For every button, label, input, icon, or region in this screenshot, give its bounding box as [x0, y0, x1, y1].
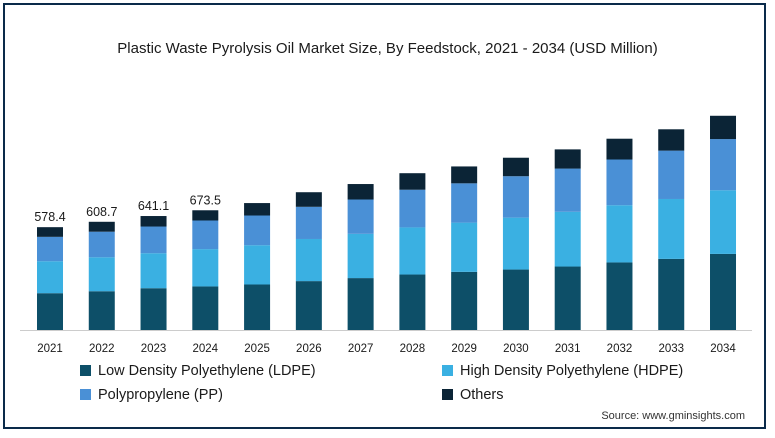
bar-segment-2024-s1 — [192, 249, 219, 287]
x-tick-label-2034: 2034 — [710, 343, 736, 355]
legend-ldpe: Low Density Polyethylene (LDPE) — [80, 363, 316, 379]
bar-segment-2030-s0 — [502, 269, 529, 330]
x-tick-label-2023: 2023 — [141, 343, 167, 355]
x-tick-label-2028: 2028 — [400, 343, 426, 355]
total-label-2021: 578.4 — [34, 210, 65, 224]
bar-segment-2021-s1 — [37, 261, 63, 294]
source-note: Source: www.gminsights.com — [601, 410, 745, 422]
bar-segment-2021-s2 — [37, 236, 63, 262]
bar-segment-2030-s3 — [502, 157, 529, 177]
bar-segment-2033-s2 — [658, 150, 685, 199]
bar-segment-2023-s1 — [140, 253, 167, 289]
bar-segment-2026-s2 — [295, 206, 322, 239]
bar-segment-2031-s1 — [554, 211, 581, 267]
legend-pp-label: Polypropylene (PP) — [98, 387, 223, 403]
bar-segment-2030-s1 — [502, 217, 529, 270]
bar-segment-2028-s3 — [399, 173, 426, 190]
legend-hdpe: High Density Polyethylene (HDPE) — [442, 363, 683, 379]
bar-segment-2033-s1 — [658, 198, 685, 259]
bar-segment-2025-s1 — [244, 245, 271, 285]
bar-segment-2028-s2 — [399, 189, 426, 228]
bar-segment-2028-s1 — [399, 227, 426, 275]
bar-segment-2021-s3 — [37, 227, 63, 237]
bar-segment-2027-s0 — [347, 278, 374, 330]
x-tick-label-2027: 2027 — [348, 343, 374, 355]
bar-segment-2026-s3 — [295, 192, 322, 207]
bar-segment-2024-s0 — [192, 286, 219, 330]
x-tick-label-2021: 2021 — [37, 343, 63, 355]
bar-segment-2029-s3 — [451, 166, 478, 184]
bar-segment-2034-s1 — [710, 190, 737, 254]
total-label-2022: 608.7 — [86, 205, 117, 219]
bar-segment-2029-s1 — [451, 222, 478, 272]
bar-segment-2022-s1 — [88, 257, 115, 292]
bar-segment-2025-s3 — [244, 203, 271, 216]
bar-segment-2032-s1 — [606, 205, 633, 263]
legend-pp: Polypropylene (PP) — [80, 387, 223, 403]
chart-title: Plastic Waste Pyrolysis Oil Market Size,… — [117, 40, 658, 57]
bar-segment-2023-s0 — [140, 288, 167, 330]
x-tick-label-2026: 2026 — [296, 343, 322, 355]
bar-segment-2032-s3 — [606, 138, 633, 160]
legend-pp-swatch — [80, 389, 91, 400]
chart-frame — [3, 3, 766, 429]
legend-others-label: Others — [460, 387, 504, 403]
bar-segment-2034-s2 — [710, 139, 737, 191]
bar-segment-2029-s2 — [451, 183, 478, 223]
x-tick-label-2029: 2029 — [451, 343, 477, 355]
bar-segment-2024-s2 — [192, 220, 219, 250]
legend-hdpe-label: High Density Polyethylene (HDPE) — [460, 363, 684, 379]
legend-ldpe-label: Low Density Polyethylene (LDPE) — [98, 363, 316, 379]
x-tick-label-2030: 2030 — [503, 343, 529, 355]
bar-segment-2022-s2 — [88, 231, 115, 258]
bar-segment-2031-s0 — [554, 266, 581, 330]
bar-segment-2031-s2 — [554, 168, 581, 212]
bar-segment-2023-s3 — [140, 216, 167, 227]
x-tick-label-2022: 2022 — [89, 343, 115, 355]
bar-segment-2022-s3 — [88, 221, 115, 232]
bar-segment-2029-s0 — [451, 271, 478, 330]
x-tick-label-2024: 2024 — [193, 343, 219, 355]
bar-segment-2023-s2 — [140, 226, 167, 254]
bar-segment-2024-s3 — [192, 210, 219, 221]
bar-segment-2033-s0 — [658, 258, 685, 330]
bar-segment-2034-s0 — [710, 253, 737, 330]
legend-others-swatch — [442, 389, 453, 400]
bar-segment-2033-s3 — [658, 129, 685, 151]
x-tick-label-2031: 2031 — [555, 343, 581, 355]
bar-segment-2027-s3 — [347, 184, 374, 200]
bar-segment-2026-s0 — [295, 281, 322, 330]
bar-segment-2032-s0 — [606, 262, 633, 330]
bar-segment-2030-s2 — [502, 176, 529, 218]
bar-segment-2031-s3 — [554, 149, 581, 169]
bar-segment-2027-s2 — [347, 199, 374, 234]
bar-segment-2022-s0 — [88, 291, 115, 330]
legend-others: Others — [442, 387, 504, 403]
legend-ldpe-swatch — [80, 365, 91, 376]
bar-segment-2025-s0 — [244, 284, 271, 330]
bar-segment-2021-s0 — [37, 293, 63, 330]
bar-segment-2032-s2 — [606, 159, 633, 206]
bar-segment-2026-s1 — [295, 238, 322, 282]
x-tick-label-2025: 2025 — [244, 343, 270, 355]
x-tick-label-2032: 2032 — [607, 343, 633, 355]
total-label-2023: 641.1 — [138, 199, 169, 213]
total-label-2024: 673.5 — [190, 193, 221, 207]
bar-segment-2028-s0 — [399, 274, 426, 330]
bar-segment-2027-s1 — [347, 233, 374, 279]
x-tick-label-2033: 2033 — [658, 343, 684, 355]
bar-segment-2034-s3 — [710, 115, 737, 140]
legend-hdpe-swatch — [442, 365, 453, 376]
bar-segment-2025-s2 — [244, 215, 271, 246]
